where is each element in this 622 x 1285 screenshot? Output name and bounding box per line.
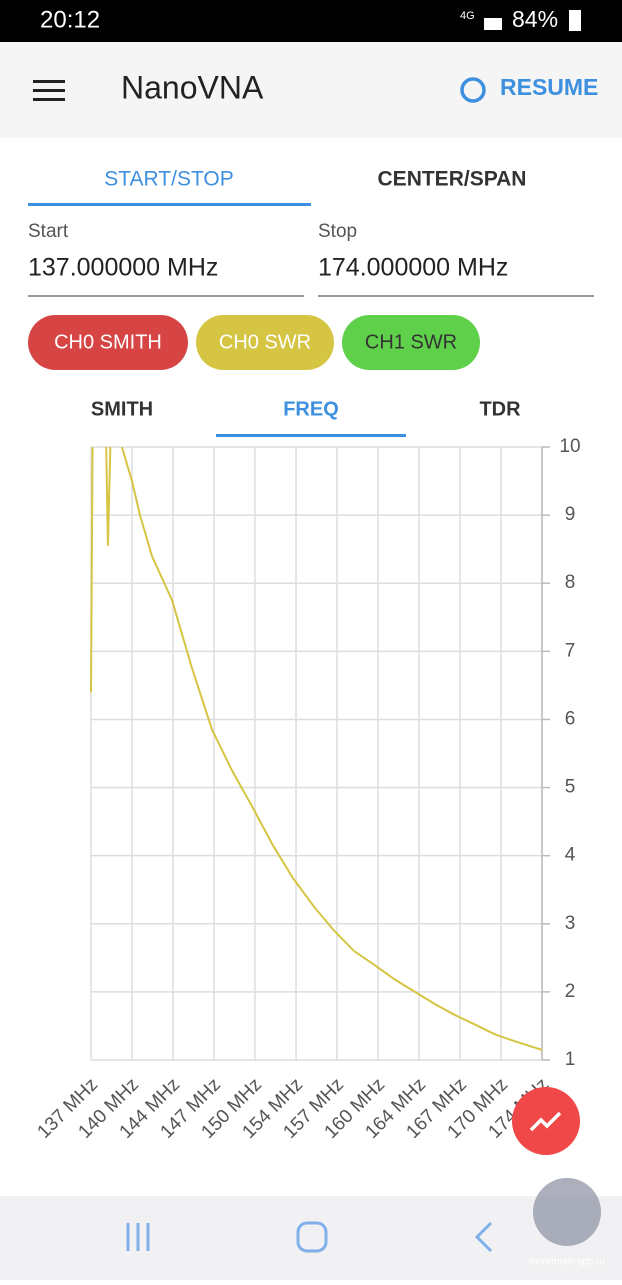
y-tick-label: 2 [565,981,576,1002]
field-underline [28,295,304,297]
y-tick-label: 5 [565,777,576,798]
y-tick-label: 3 [565,913,576,934]
status-time: 20:12 [40,6,100,33]
swr-line [90,447,543,1051]
chip-label: CH1 SWR [365,331,457,353]
chip[interactable] [196,315,334,370]
nav-back[interactable] [474,1221,493,1253]
signal-icon [484,18,502,30]
view-tab[interactable]: TDR [479,398,521,420]
field-underline [318,295,594,297]
menu-button[interactable] [33,80,65,101]
view-tab-indicator [216,434,406,437]
app-title: NanoVNA [121,69,264,105]
field-label: Start [28,221,69,242]
y-tick-label: 6 [565,708,576,729]
tab-indicator [28,203,311,206]
resume-button[interactable]: RESUME [500,74,598,100]
status-network: 4G [460,10,475,22]
y-tick-label: 7 [565,640,576,661]
tab[interactable]: START/STOP [104,168,234,191]
y-tick-label: 1 [565,1049,576,1070]
nav-recent[interactable] [126,1223,150,1251]
chip[interactable] [342,315,480,370]
watermark-logo [533,1178,601,1246]
status-battery: 84% [512,6,558,32]
y-tick-label: 4 [565,845,576,866]
view-tab[interactable]: SMITH [91,398,153,420]
plot [90,447,543,1051]
nav-buttons [126,1221,493,1253]
y-tick-label: 8 [565,572,576,593]
nav-bar [0,1196,622,1280]
field-label: Stop [318,221,357,242]
battery-icon [569,10,581,31]
chip[interactable] [28,315,188,370]
resume-icon[interactable] [460,77,486,103]
field-value[interactable]: 174.000000 MHz [318,254,508,282]
watermark: extremum-spb.ru [529,1257,605,1268]
nav-home[interactable] [296,1221,328,1253]
chip-label: CH0 SWR [219,331,311,353]
y-tick-label: 9 [565,504,576,525]
app-bar [0,42,622,138]
chip-label: CH0 SMITH [54,331,162,353]
status-bar [0,0,622,42]
y-tick-label: 10 [559,436,580,457]
fab[interactable] [512,1087,580,1155]
fab-icon [529,1111,562,1132]
view-tab[interactable]: FREQ [283,398,339,420]
field-value[interactable]: 137.000000 MHz [28,254,218,282]
tab[interactable]: CENTER/SPAN [378,168,527,191]
